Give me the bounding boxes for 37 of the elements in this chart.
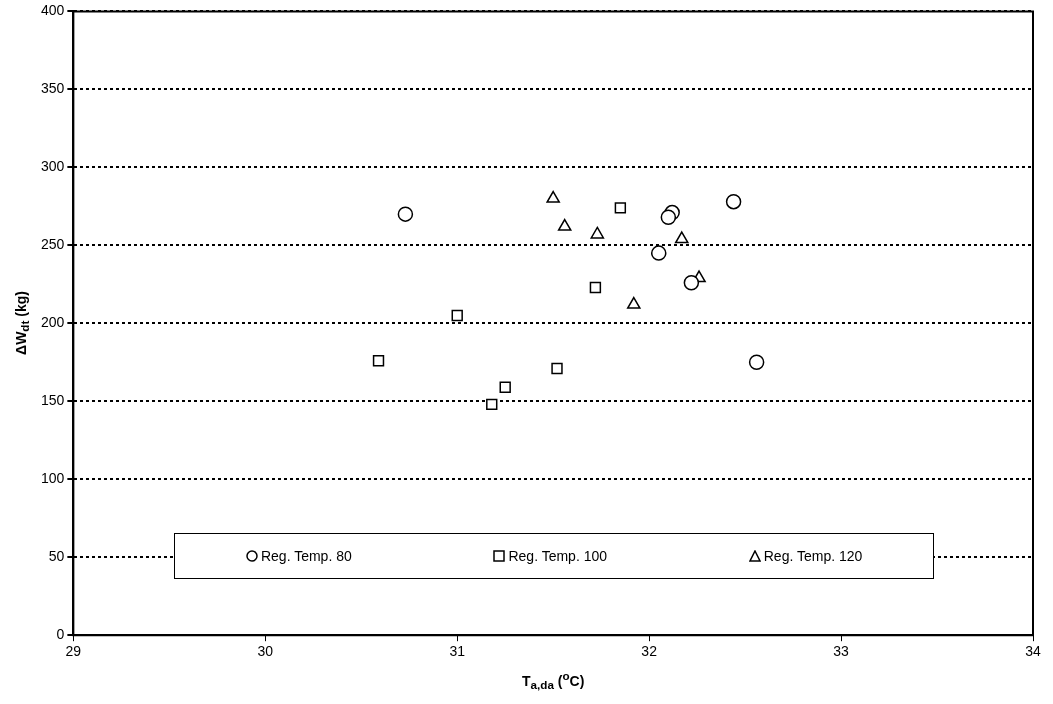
legend-label: Reg. Temp. 80	[260, 548, 352, 565]
legend-label: Reg. Temp. 120	[763, 548, 863, 565]
y-tick-label: 200	[41, 314, 65, 331]
point	[589, 281, 602, 294]
point	[650, 245, 667, 261]
y-tick-label: 350	[41, 80, 65, 97]
x-tick-label: 33	[833, 643, 850, 660]
point	[748, 354, 765, 371]
legend-label: Reg. Temp. 100	[508, 548, 608, 565]
point	[546, 190, 560, 203]
point	[725, 193, 742, 210]
x-axis-title: T$_{a,da}$ ($^{o}$C)	[521, 669, 586, 692]
point	[557, 218, 572, 231]
point	[499, 381, 511, 393]
point	[683, 275, 700, 291]
x-tick-label: 31	[449, 643, 466, 660]
x-tick-label: 32	[641, 643, 658, 660]
point	[660, 209, 677, 225]
point	[551, 362, 563, 375]
y-tick-label: 100	[41, 470, 65, 487]
x-tick-label: 34	[1025, 643, 1041, 660]
x-tick-label: 29	[65, 643, 82, 660]
y-tick-label: 250	[41, 236, 65, 253]
x-tick-label: 30	[257, 643, 274, 660]
y-tick-label: 300	[41, 158, 65, 175]
y-tick-label: 0	[56, 626, 65, 643]
point	[626, 296, 641, 309]
y-tick-label: 150	[41, 392, 65, 409]
y-tick-label: 400	[41, 2, 65, 19]
point	[674, 231, 689, 244]
point	[590, 226, 605, 239]
point	[397, 206, 414, 222]
point	[486, 398, 498, 411]
point	[372, 355, 385, 367]
point	[451, 309, 463, 322]
y-tick-label: 50	[48, 548, 65, 565]
point	[614, 202, 627, 214]
